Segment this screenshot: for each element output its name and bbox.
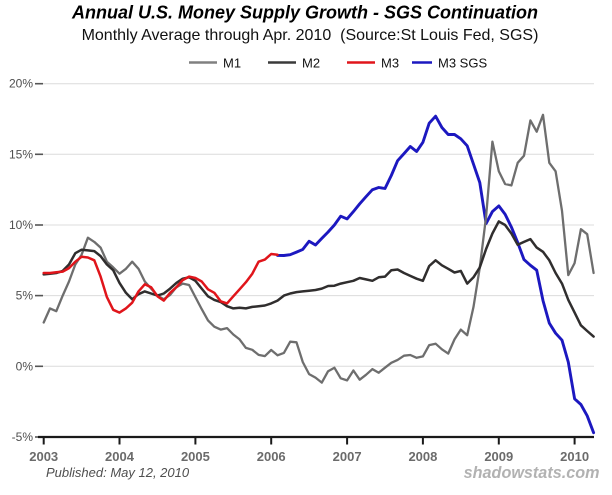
svg-text:2009: 2009 bbox=[484, 449, 513, 464]
svg-text:20%: 20% bbox=[9, 77, 33, 91]
svg-text:2003: 2003 bbox=[29, 449, 58, 464]
svg-text:M1: M1 bbox=[223, 56, 241, 71]
svg-text:M3 SGS: M3 SGS bbox=[438, 56, 487, 71]
svg-text:0%: 0% bbox=[16, 359, 34, 373]
svg-text:2006: 2006 bbox=[257, 449, 286, 464]
svg-text:-5%: -5% bbox=[12, 430, 34, 444]
svg-text:2004: 2004 bbox=[105, 449, 135, 464]
svg-text:Published: May 12, 2010: Published: May 12, 2010 bbox=[46, 465, 190, 480]
svg-text:5%: 5% bbox=[16, 289, 34, 303]
svg-text:15%: 15% bbox=[9, 147, 33, 161]
svg-text:2010: 2010 bbox=[560, 449, 589, 464]
svg-text:2008: 2008 bbox=[408, 449, 437, 464]
svg-text:M3: M3 bbox=[381, 56, 399, 71]
svg-text:shadowstats.com: shadowstats.com bbox=[464, 464, 600, 482]
svg-text:2007: 2007 bbox=[333, 449, 362, 464]
svg-text:Annual U.S. Money Supply Growt: Annual U.S. Money Supply Growth - SGS Co… bbox=[71, 3, 538, 23]
svg-text:M2: M2 bbox=[302, 56, 320, 71]
svg-text:10%: 10% bbox=[9, 218, 33, 232]
svg-text:2005: 2005 bbox=[181, 449, 210, 464]
svg-text:Monthly Average through Apr. 2: Monthly Average through Apr. 2010 (Sourc… bbox=[82, 27, 539, 44]
